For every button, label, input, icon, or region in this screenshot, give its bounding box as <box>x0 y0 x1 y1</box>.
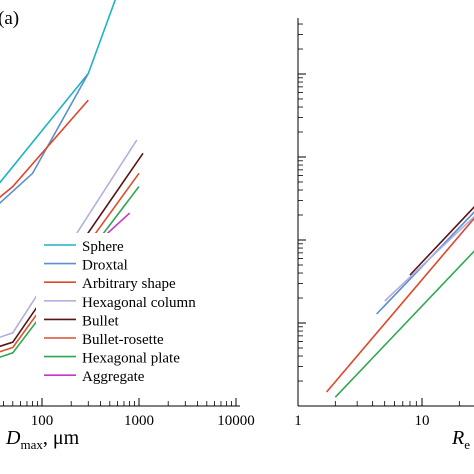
legend-label: Aggregate <box>82 369 145 385</box>
x-axis-label-b-main: R <box>451 427 464 449</box>
legend: Sphere Droxtal Arbitrary shape Hexagonal co… <box>36 233 246 385</box>
series-group-b <box>325 206 474 398</box>
legend-label: Droxtal <box>82 258 128 274</box>
x-tick-label: 100 <box>31 413 54 429</box>
x-tick-label: 10000 <box>217 413 255 429</box>
chart-panel-a: (a) 100 1000 10000 Dmax, μm Sphere Droxtal A… <box>0 0 255 452</box>
x-axis-label-a: Dmax, μm <box>5 427 80 452</box>
x-axis-label-sub: max <box>20 437 43 452</box>
panel-label: (a) <box>0 8 19 29</box>
legend-label: Hexagonal column <box>82 295 196 311</box>
series-line <box>0 152 144 348</box>
legend-label: Sphere <box>82 239 124 255</box>
series-line <box>0 172 140 353</box>
x-ticks-b: 1 10 <box>294 398 460 429</box>
series-line-b <box>325 217 474 393</box>
legend-label: Bullet-rosette <box>82 332 164 348</box>
x-axis-label-main: D <box>5 427 21 449</box>
chart-panel-b: 1 10 Re <box>294 18 474 452</box>
series-line-b <box>334 250 474 398</box>
y-ticks-b <box>298 23 306 407</box>
series-line <box>0 99 89 199</box>
x-tick-label-b: 1 <box>294 413 302 429</box>
legend-label: Hexagonal plate <box>82 351 180 367</box>
legend-background <box>36 233 246 385</box>
x-axis-label-b-sub: e <box>464 437 470 452</box>
series-line <box>0 73 89 205</box>
x-tick-label-b: 10 <box>415 413 430 429</box>
series-line <box>0 139 138 339</box>
x-tick-label: 1000 <box>124 413 154 429</box>
x-axis-label-b: Re <box>451 427 470 452</box>
x-axis-label-unit: , μm <box>43 427 80 449</box>
series-line-b <box>384 215 474 302</box>
legend-label: Arbitrary shape <box>82 276 176 292</box>
x-ticks-a: 100 1000 10000 <box>2 398 255 429</box>
series-line-b <box>409 206 474 276</box>
legend-label: Bullet <box>82 313 119 329</box>
